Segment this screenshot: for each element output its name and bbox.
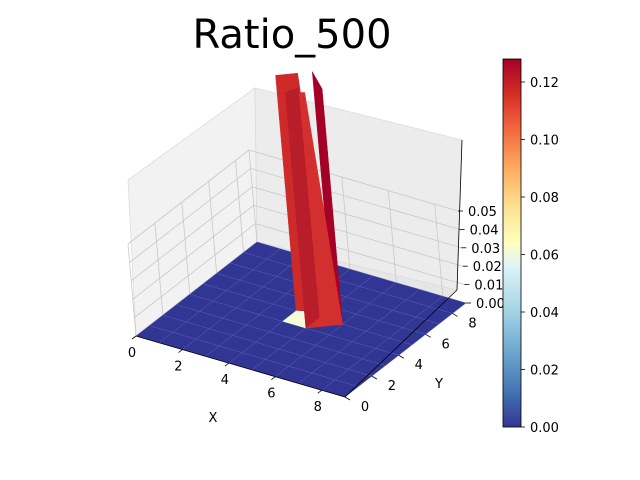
y-tick-mark xyxy=(425,333,431,338)
grid-line xyxy=(129,168,251,263)
z-tick-label: 0.05 xyxy=(468,205,497,220)
y-axis: 0 2 4 6 8 Y xyxy=(344,289,477,415)
colorbar-tick-label: 0.00 xyxy=(530,421,559,436)
x-tick-label: 6 xyxy=(267,387,275,402)
x-tick-mark xyxy=(271,376,276,380)
grid-line xyxy=(208,181,218,274)
y-axis-label: Y xyxy=(434,377,443,392)
x-tick-mark xyxy=(317,389,323,394)
y-tick-label: 4 xyxy=(415,358,423,373)
y-tick-mark xyxy=(452,313,458,317)
colorbar: 0.00 0.02 0.04 0.06 0.08 0.10 0.12 xyxy=(502,58,559,436)
grid-line xyxy=(130,186,253,282)
y-tick-label: 0 xyxy=(361,400,369,415)
grid-line xyxy=(132,204,255,300)
x-tick-label: 2 xyxy=(174,360,182,375)
grid-line xyxy=(434,204,444,297)
colorbar-tick-label: 0.08 xyxy=(530,191,559,206)
grid-line xyxy=(154,223,164,316)
grid-line xyxy=(181,202,191,295)
colorbar-tick-label: 0.02 xyxy=(530,364,559,379)
chart-title: Ratio_500 xyxy=(192,12,391,58)
grid-line xyxy=(127,149,250,245)
colorbar-gradient xyxy=(502,58,522,428)
colorbar-tick-label: 0.12 xyxy=(530,76,559,91)
grid-line xyxy=(341,177,351,270)
z-tick-label: 0.00 xyxy=(476,297,505,312)
grid-line xyxy=(134,223,256,318)
colorbar-tick-label: 0.06 xyxy=(530,249,559,264)
surface-plot xyxy=(135,71,467,398)
z-tick-label: 0.01 xyxy=(474,279,503,294)
y-tick-label: 8 xyxy=(468,316,476,331)
x-tick-label: 8 xyxy=(314,400,322,415)
z-tick-label: 0.04 xyxy=(470,223,499,238)
colorbar-tick-label: 0.10 xyxy=(530,134,559,149)
y-tick-mark xyxy=(371,375,378,380)
x-tick-label: 0 xyxy=(128,346,136,361)
grid-line xyxy=(127,243,137,337)
y-tick-label: 2 xyxy=(388,379,396,394)
grid-line xyxy=(387,190,397,283)
x-axis: 0 2 4 6 8 X xyxy=(128,335,346,426)
y-tick-mark xyxy=(344,396,351,401)
x-tick-mark xyxy=(131,335,137,340)
x-tick-mark xyxy=(224,362,230,367)
x-tick-label: 4 xyxy=(221,373,229,388)
colorbar-tick-label: 0.04 xyxy=(530,306,559,321)
z-tick-label: 0.02 xyxy=(473,260,502,275)
grid-line xyxy=(248,149,258,243)
y-tick-label: 6 xyxy=(442,337,450,352)
z-axis: 0.00 0.01 0.02 0.03 0.04 0.05 xyxy=(456,139,505,312)
y-tick-mark xyxy=(398,354,404,359)
grid-line xyxy=(235,160,244,253)
x-tick-mark xyxy=(178,349,183,353)
peak-face-front xyxy=(285,87,320,329)
x-axis-label: X xyxy=(209,411,218,426)
z-tick-label: 0.03 xyxy=(471,242,500,257)
